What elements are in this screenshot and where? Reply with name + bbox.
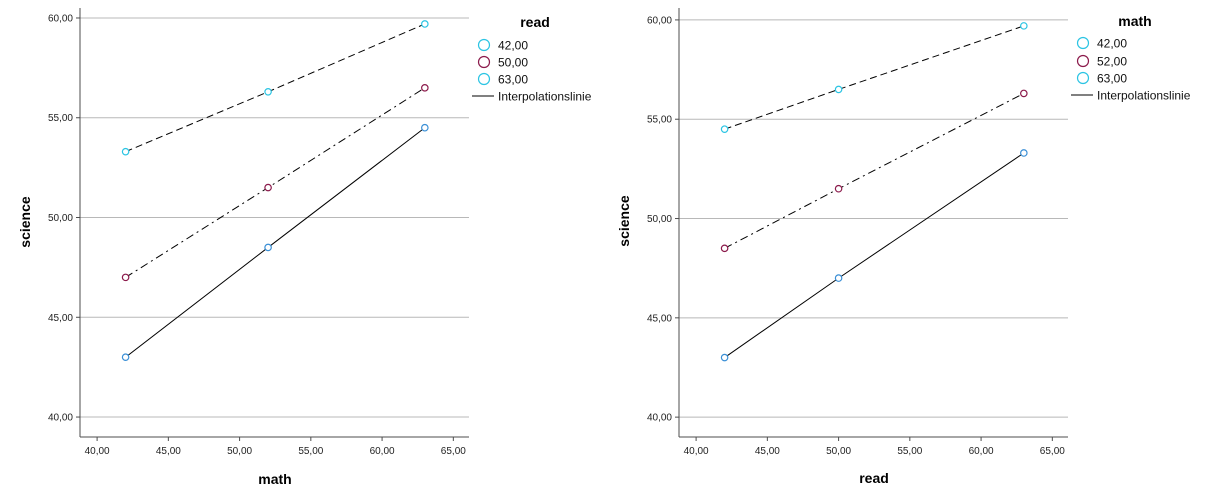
y-tick-label: 60,00 xyxy=(48,13,73,24)
chart-1: 40,00 45,00 50,00 55,00 60,00 40,00 45,00 50,00… xyxy=(17,8,592,487)
x-tick-label: 50,00 xyxy=(227,446,252,457)
legend: math 42,00 52,00 63,00 Interpolationslinie xyxy=(1071,13,1191,103)
x-axis-title: math xyxy=(258,471,291,487)
x-tick-label: 45,00 xyxy=(755,446,780,457)
y-tick-label: 45,00 xyxy=(48,313,73,324)
data-point xyxy=(121,353,130,361)
data-point xyxy=(121,147,130,156)
data-point xyxy=(421,20,429,28)
x-axis-title: read xyxy=(859,470,889,486)
y-tick-label: 40,00 xyxy=(48,413,73,424)
legend-marker xyxy=(1076,54,1090,68)
y-tick-label: 50,00 xyxy=(647,214,672,225)
series-line-1 xyxy=(724,152,1025,358)
y-tick-label: 45,00 xyxy=(647,313,672,324)
data-point xyxy=(834,85,843,94)
x-tick-label: 40,00 xyxy=(684,446,709,457)
x-tick-label: 50,00 xyxy=(826,446,851,457)
chart-2: 40,00 45,00 50,00 55,00 60,00 40,00 45,00 50,00… xyxy=(616,8,1191,486)
legend: read 42,00 50,00 63,00 Interpolationslinie xyxy=(472,14,592,104)
x-tick-label: 40,00 xyxy=(85,446,110,457)
x-tick-label: 60,00 xyxy=(969,446,994,457)
x-tick-label: 45,00 xyxy=(156,446,181,457)
data-point xyxy=(421,123,429,132)
legend-title: math xyxy=(1118,13,1151,29)
legend-label: 42,00 xyxy=(498,39,528,53)
legend-marker xyxy=(477,55,491,69)
data-point xyxy=(264,88,272,96)
data-point xyxy=(720,244,729,253)
legend-marker xyxy=(1076,36,1090,50)
x-tick-label: 65,00 xyxy=(1040,446,1065,457)
data-point xyxy=(720,125,729,133)
legend-label: 52,00 xyxy=(1097,55,1127,69)
y-tick-label: 55,00 xyxy=(647,115,672,126)
legend-title: read xyxy=(520,14,550,30)
series-line-2 xyxy=(724,92,1025,249)
series-line-3 xyxy=(724,25,1024,130)
legend-marker xyxy=(1076,71,1090,85)
y-tick-label: 40,00 xyxy=(647,413,672,424)
data-point xyxy=(421,84,429,92)
legend-label: 50,00 xyxy=(498,56,528,70)
legend-label: 42,00 xyxy=(1097,37,1127,51)
data-point xyxy=(264,243,272,252)
legend-label: 63,00 xyxy=(498,73,528,87)
data-point xyxy=(720,353,729,362)
x-tick-label: 55,00 xyxy=(298,446,323,457)
data-point xyxy=(1020,22,1028,30)
y-axis-title: science xyxy=(616,195,632,247)
data-point xyxy=(121,273,130,282)
y-tick-label: 50,00 xyxy=(48,213,73,224)
legend-marker xyxy=(477,38,491,52)
y-tick-label: 60,00 xyxy=(647,15,672,26)
y-tick-label: 55,00 xyxy=(48,113,73,124)
x-tick-label: 60,00 xyxy=(370,446,395,457)
data-point xyxy=(834,274,843,282)
series-line-1 xyxy=(125,127,426,358)
series-line-3 xyxy=(125,23,426,153)
legend-marker xyxy=(477,72,491,86)
legend-line-label: Interpolationslinie xyxy=(498,90,592,104)
series-line-2 xyxy=(125,87,426,278)
y-axis-title: science xyxy=(17,196,33,248)
data-point xyxy=(1020,149,1028,157)
data-point xyxy=(834,184,843,193)
legend-label: 63,00 xyxy=(1097,72,1127,86)
legend-line-label: Interpolationslinie xyxy=(1097,89,1191,103)
data-point xyxy=(1020,89,1028,98)
data-point xyxy=(264,183,272,192)
x-tick-label: 55,00 xyxy=(897,446,922,457)
x-tick-label: 65,00 xyxy=(441,446,466,457)
